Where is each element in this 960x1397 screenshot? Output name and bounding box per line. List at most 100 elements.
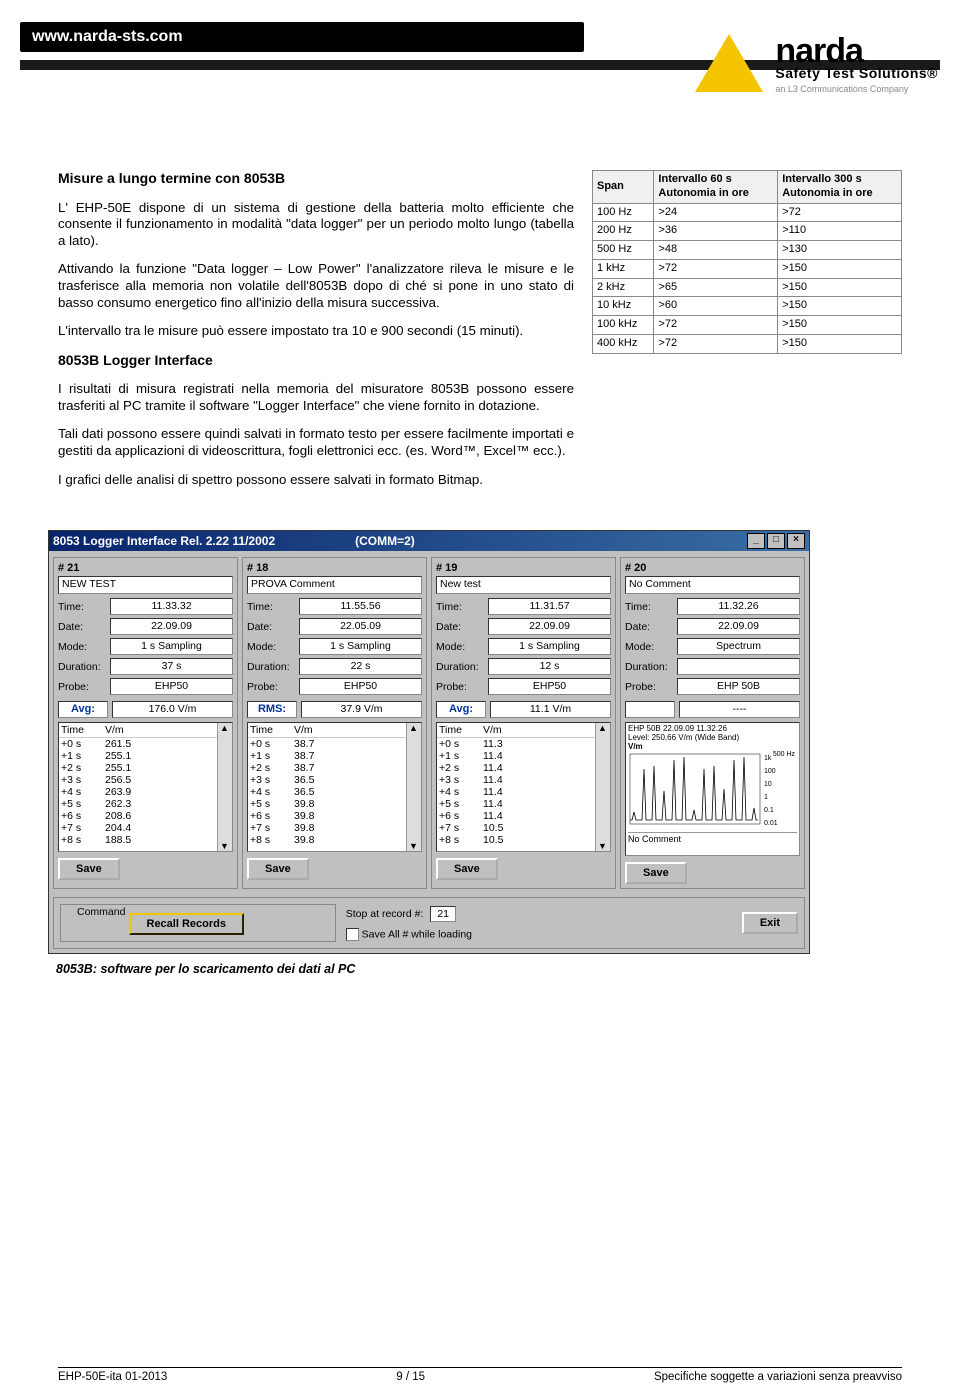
stat-value: 11.1 V/m xyxy=(490,701,611,718)
field-value: 11.32.26 xyxy=(677,598,800,615)
field-value: EHP 50B xyxy=(677,678,800,695)
field-label: Date: xyxy=(625,621,673,633)
grid-row: +4 s11.4 xyxy=(437,786,610,798)
field-label: Time: xyxy=(247,601,295,613)
table-header: Intervallo 60 sAutonomia in ore xyxy=(654,171,778,204)
grid-row: +1 s11.4 xyxy=(437,750,610,762)
svg-text:1k: 1k xyxy=(764,755,772,762)
record-panel: # 19New testTime:11.31.57Date:22.09.09Mo… xyxy=(431,557,616,889)
grid-row: +6 s208.6 xyxy=(59,810,232,822)
save-button[interactable]: Save xyxy=(247,858,309,880)
grid-row: +7 s10.5 xyxy=(437,822,610,834)
grid-row: +4 s263.9 xyxy=(59,786,232,798)
field-value xyxy=(677,658,800,675)
field-label: Time: xyxy=(625,601,673,613)
record-panel: # 21NEW TESTTime:11.33.32Date:22.09.09Mo… xyxy=(53,557,238,889)
table-row: 200 Hz>36>110 xyxy=(593,222,902,241)
data-grid[interactable]: TimeV/m+0 s38.7+1 s38.7+2 s38.7+3 s36.5+… xyxy=(247,722,422,852)
field-value: 11.31.57 xyxy=(488,598,611,615)
spectrum-chart: EHP 50B 22.09.09 11.32.26Level: 250,66 V… xyxy=(625,722,800,856)
grid-row: +8 s39.8 xyxy=(248,834,421,846)
grid-row: +3 s36.5 xyxy=(248,774,421,786)
stop-value[interactable]: 21 xyxy=(430,906,456,922)
app-title: 8053 Logger Interface Rel. 2.22 11/2002 xyxy=(53,534,275,548)
grid-row: +0 s11.3 xyxy=(437,738,610,750)
grid-row: +5 s262.3 xyxy=(59,798,232,810)
command-label: Command xyxy=(73,906,129,918)
field-label: Time: xyxy=(58,601,106,613)
table-row: 100 kHz>72>150 xyxy=(593,316,902,335)
field-value: EHP50 xyxy=(488,678,611,695)
grid-row: +7 s39.8 xyxy=(248,822,421,834)
panel-comment: New test xyxy=(436,576,611,594)
grid-row: +0 s261.5 xyxy=(59,738,232,750)
stop-label: Stop at record #: xyxy=(346,908,424,920)
maximize-icon[interactable]: □ xyxy=(767,533,785,549)
field-value: Spectrum xyxy=(677,638,800,655)
grid-row: +7 s204.4 xyxy=(59,822,232,834)
field-label: Mode: xyxy=(625,641,673,653)
table-row: 400 kHz>72>150 xyxy=(593,334,902,353)
minimize-icon[interactable]: _ xyxy=(747,533,765,549)
svg-text:0.1: 0.1 xyxy=(764,807,774,814)
section2-p3: I grafici delle analisi di spettro posso… xyxy=(58,472,574,489)
close-icon[interactable]: × xyxy=(787,533,805,549)
stat-label xyxy=(625,701,675,718)
grid-row: +5 s39.8 xyxy=(248,798,421,810)
panel-comment: No Comment xyxy=(625,576,800,594)
table-row: 2 kHz>65>150 xyxy=(593,278,902,297)
app-window: 8053 Logger Interface Rel. 2.22 11/2002 … xyxy=(48,530,810,954)
section1-p3: L'intervallo tra le misure può essere im… xyxy=(58,323,574,340)
section1-title: Misure a lungo termine con 8053B xyxy=(58,170,574,188)
footer-right: Specifiche soggette a variazioni senza p… xyxy=(654,1371,902,1383)
section1-p1: L' EHP-50E dispone di un sistema di gest… xyxy=(58,200,574,250)
save-button[interactable]: Save xyxy=(625,862,687,884)
grid-row: +6 s39.8 xyxy=(248,810,421,822)
field-label: Date: xyxy=(58,621,106,633)
section2-p2: Tali dati possono essere quindi salvati … xyxy=(58,426,574,459)
logo-sub: an L3 Communications Company xyxy=(775,84,938,94)
scrollbar[interactable] xyxy=(217,723,232,851)
exit-button[interactable]: Exit xyxy=(742,912,798,934)
section2-title: 8053B Logger Interface xyxy=(58,352,574,370)
titlebar[interactable]: 8053 Logger Interface Rel. 2.22 11/2002 … xyxy=(49,531,809,551)
grid-row: +2 s255.1 xyxy=(59,762,232,774)
panel-id: # 20 xyxy=(625,562,800,574)
stat-value: 37.9 V/m xyxy=(301,701,422,718)
table-header: Span xyxy=(593,171,654,204)
field-value: 1 s Sampling xyxy=(299,638,422,655)
field-label: Mode: xyxy=(247,641,295,653)
saveall-checkbox[interactable] xyxy=(346,928,359,941)
recall-button[interactable]: Recall Records xyxy=(129,913,244,935)
footer-left: EHP-50E-ita 01-2013 xyxy=(58,1371,167,1383)
grid-row: +0 s38.7 xyxy=(248,738,421,750)
grid-row: +1 s255.1 xyxy=(59,750,232,762)
save-button[interactable]: Save xyxy=(58,858,120,880)
scrollbar[interactable] xyxy=(595,723,610,851)
data-grid[interactable]: TimeV/m+0 s261.5+1 s255.1+2 s255.1+3 s25… xyxy=(58,722,233,852)
header-url: www.narda-sts.com xyxy=(20,22,584,52)
field-value: 22 s xyxy=(299,658,422,675)
grid-row: +2 s38.7 xyxy=(248,762,421,774)
table-row: 10 kHz>60>150 xyxy=(593,297,902,316)
screenshot-caption: 8053B: software per lo scaricamento dei … xyxy=(56,962,960,976)
field-value: 22.09.09 xyxy=(677,618,800,635)
save-button[interactable]: Save xyxy=(436,858,498,880)
stat-label: Avg: xyxy=(58,701,108,718)
table-row: 100 Hz>24>72 xyxy=(593,203,902,222)
panel-id: # 18 xyxy=(247,562,422,574)
scrollbar[interactable] xyxy=(406,723,421,851)
data-grid[interactable]: TimeV/m+0 s11.3+1 s11.4+2 s11.4+3 s11.4+… xyxy=(436,722,611,852)
field-label: Time: xyxy=(436,601,484,613)
field-value: 37 s xyxy=(110,658,233,675)
chart-comment: No Comment xyxy=(628,832,797,844)
field-label: Probe: xyxy=(247,681,295,693)
autonomy-table: SpanIntervallo 60 sAutonomia in oreInter… xyxy=(592,170,902,354)
panel-id: # 21 xyxy=(58,562,233,574)
field-value: 11.55.56 xyxy=(299,598,422,615)
footer: EHP-50E-ita 01-2013 9 / 15 Specifiche so… xyxy=(58,1367,902,1383)
svg-text:0.01: 0.01 xyxy=(764,820,778,827)
grid-row: +4 s36.5 xyxy=(248,786,421,798)
field-value: 22.09.09 xyxy=(110,618,233,635)
field-label: Probe: xyxy=(58,681,106,693)
